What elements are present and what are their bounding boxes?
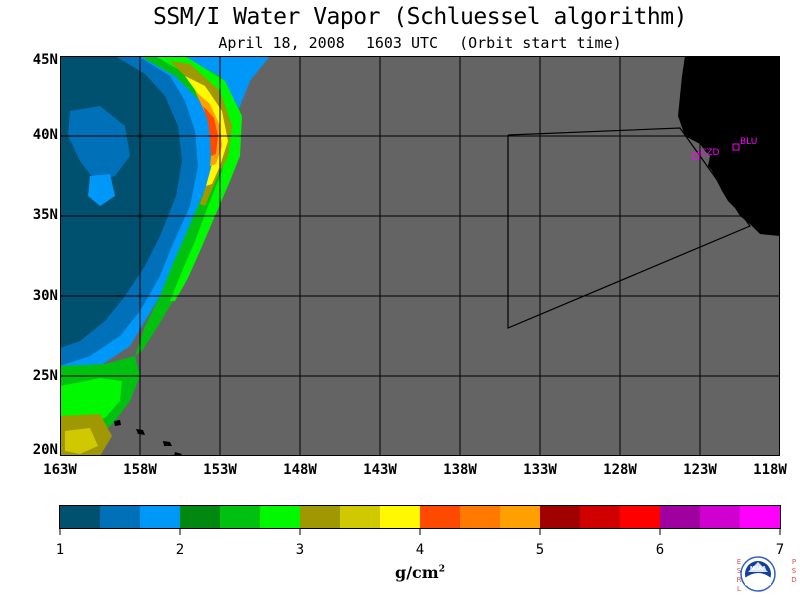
lat-label-45n: 45N — [32, 52, 58, 68]
colorbar-swatch — [620, 506, 660, 528]
lat-label-40n: 40N — [32, 127, 58, 143]
subtitle-date: April 18, 2008 — [218, 34, 345, 52]
station-czd-label: CZD — [700, 148, 720, 158]
colorbar-swatch — [100, 506, 140, 528]
colorbar — [59, 505, 781, 535]
colorbar-swatch — [180, 506, 220, 528]
colorbar-tick-5: 5 — [535, 542, 545, 558]
colorbar-swatch — [260, 506, 300, 528]
colorbar-swatch — [380, 506, 420, 528]
station-czd-marker — [692, 152, 700, 160]
colorbar-tick-6: 6 — [655, 542, 665, 558]
colorbar-swatch — [140, 506, 180, 528]
colorbar-swatch — [660, 506, 700, 528]
ridge-red-orange — [203, 106, 218, 156]
colorbar-swatch — [580, 506, 620, 528]
lon-label-118w: 118W — [753, 462, 787, 478]
logo-center-text: NOAA — [749, 566, 767, 572]
swath-patch-blue — [68, 106, 130, 181]
colorbar-swatch — [740, 506, 780, 528]
island-kauai — [114, 420, 121, 426]
chart-title: SSM/I Water Vapor (Schluessel algorithm) — [153, 4, 687, 30]
colorbar-swatch — [300, 506, 340, 528]
colorbar-swatch — [340, 506, 380, 528]
lat-label-25n: 25N — [32, 368, 58, 384]
station-blu-marker — [732, 143, 740, 151]
colorbar-swatch — [540, 506, 580, 528]
colorbar-tick-3: 3 — [295, 542, 305, 558]
island-maui — [163, 441, 172, 446]
grid-lines — [60, 56, 780, 456]
subtitle-note: (Orbit start time) — [459, 34, 622, 52]
lon-label-153w: 153W — [203, 462, 237, 478]
lat-label-35n: 35N — [32, 207, 58, 223]
lon-label-158w: 158W — [123, 462, 157, 478]
colorbar-swatch — [220, 506, 260, 528]
domain-outline — [507, 127, 751, 329]
colorbar-tick-2: 2 — [175, 542, 185, 558]
colorbar-swatch — [500, 506, 540, 528]
lat-label-30n: 30N — [32, 288, 58, 304]
colorbar-tick-4: 4 — [415, 542, 425, 558]
colorbar-swatch — [460, 506, 500, 528]
colorbar-swatch — [420, 506, 460, 528]
colorbar-tick-7: 7 — [775, 542, 785, 558]
water-vapor-map — [60, 56, 780, 456]
colorbar-tick-1: 1 — [55, 542, 65, 558]
station-blu-label: BLU — [740, 137, 758, 147]
ridge-green-outer — [135, 56, 240, 356]
south-yellow — [65, 428, 98, 454]
lat-label-20n: 20N — [32, 442, 58, 458]
unit-superscript: 2 — [438, 564, 445, 575]
lon-label-163w: 163W — [43, 462, 77, 478]
colorbar-unit: g/cm2 — [380, 563, 460, 582]
map-frame — [60, 56, 780, 456]
north-america-land — [678, 56, 780, 236]
chart-subtitle: April 18, 2008 1603 UTC (Orbit start tim… — [0, 34, 800, 52]
lon-label-148w: 148W — [283, 462, 317, 478]
noaa-emblem-icon — [740, 556, 776, 592]
swath-patch-blue-2 — [88, 174, 115, 206]
lon-label-128w: 128W — [603, 462, 637, 478]
lon-label-123w: 123W — [683, 462, 717, 478]
colorbar-swatch — [60, 506, 100, 528]
lon-label-133w: 133W — [523, 462, 557, 478]
colorbar-swatch — [700, 506, 740, 528]
lon-label-138w: 138W — [443, 462, 477, 478]
unit-text: g/cm — [395, 563, 439, 582]
subtitle-time: 1603 UTC — [365, 34, 439, 52]
lon-label-143w: 143W — [363, 462, 397, 478]
